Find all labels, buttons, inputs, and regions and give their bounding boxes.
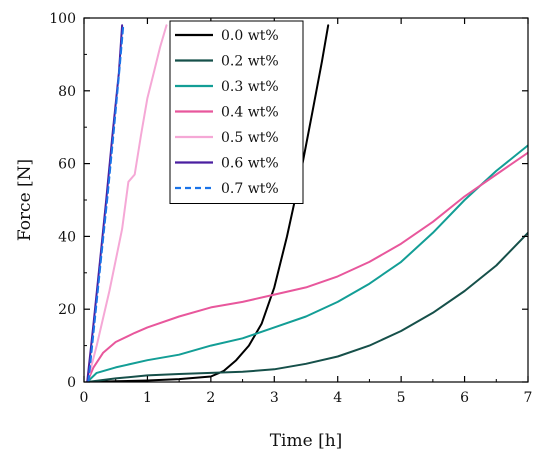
- series-line-2: [86, 144, 528, 382]
- series-line-4: [86, 24, 168, 382]
- x-tick-label: 5: [397, 390, 406, 406]
- plot-layer: [86, 24, 528, 382]
- legend: 0.0 wt% 0.2 wt% 0.3 wt% 0.4 wt% 0.5 wt% 0.6 w…: [169, 20, 304, 204]
- y-tick-label: 80: [58, 84, 76, 100]
- y-tick-label: 40: [58, 229, 76, 245]
- x-axis-title: Time [h]: [270, 431, 343, 451]
- series-line-5: [86, 24, 124, 382]
- series-line-1: [86, 231, 528, 382]
- x-tick-label: 0: [80, 390, 89, 406]
- legend-label-6: 0.7 wt%: [221, 181, 279, 197]
- series-line-6: [87, 24, 125, 382]
- y-axis-title: Force [N]: [15, 159, 35, 241]
- x-tick-label: 1: [143, 390, 152, 406]
- y-tick-label: 0: [67, 375, 76, 391]
- legend-label-1: 0.2 wt%: [221, 54, 279, 70]
- series-line-0: [86, 24, 330, 382]
- x-tick-label: 7: [524, 390, 533, 406]
- legend-label-5: 0.6 wt%: [221, 156, 279, 172]
- y-tick-label: 100: [49, 11, 76, 27]
- legend-label-3: 0.4 wt%: [221, 105, 279, 121]
- legend-label-2: 0.3 wt%: [221, 79, 279, 95]
- y-tick-label: 20: [58, 302, 76, 318]
- x-tick-label: 3: [270, 390, 279, 406]
- x-tick-label: 4: [333, 390, 342, 406]
- series-line-3: [86, 151, 528, 382]
- x-tick-label: 6: [460, 390, 469, 406]
- x-tick-label: 2: [206, 390, 215, 406]
- legend-label-0: 0.0 wt%: [221, 28, 279, 44]
- y-tick-label: 60: [58, 157, 76, 173]
- legend-label-4: 0.5 wt%: [221, 130, 279, 146]
- axes-layer: 0 1 2 3 4 5 6 7 0 20 40 60 80 100 Time [h] Force [N]: [15, 11, 532, 451]
